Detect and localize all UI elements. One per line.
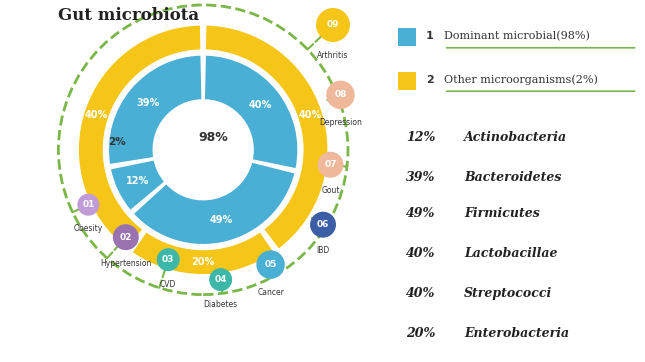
Text: 2%: 2% bbox=[108, 137, 126, 147]
Text: 09: 09 bbox=[327, 21, 339, 29]
FancyBboxPatch shape bbox=[399, 28, 416, 46]
Text: Lactobacillae: Lactobacillae bbox=[464, 247, 557, 260]
Wedge shape bbox=[110, 160, 165, 211]
Text: 1: 1 bbox=[426, 31, 434, 41]
Text: 20%: 20% bbox=[192, 257, 215, 267]
Text: IBD: IBD bbox=[317, 247, 330, 256]
Text: 2: 2 bbox=[426, 75, 434, 85]
Circle shape bbox=[209, 268, 232, 291]
Wedge shape bbox=[132, 232, 274, 275]
Text: Gout: Gout bbox=[321, 186, 340, 195]
Text: Enterobacteria: Enterobacteria bbox=[464, 327, 569, 340]
Text: CVD: CVD bbox=[160, 280, 177, 289]
Text: 49%: 49% bbox=[406, 207, 435, 220]
Circle shape bbox=[157, 248, 180, 271]
Text: Hypertension: Hypertension bbox=[100, 259, 152, 268]
Circle shape bbox=[113, 224, 139, 250]
Text: 02: 02 bbox=[119, 233, 132, 242]
Text: Cancer: Cancer bbox=[257, 287, 284, 296]
Text: 39%: 39% bbox=[406, 171, 435, 184]
Text: 07: 07 bbox=[324, 160, 337, 169]
Circle shape bbox=[317, 152, 344, 178]
Circle shape bbox=[326, 81, 355, 109]
Wedge shape bbox=[108, 55, 202, 165]
Text: Actinobacteria: Actinobacteria bbox=[464, 131, 567, 144]
Text: Firmicutes: Firmicutes bbox=[464, 207, 540, 220]
Text: 98%: 98% bbox=[198, 131, 228, 144]
Text: Arthritis: Arthritis bbox=[317, 51, 349, 60]
Text: 03: 03 bbox=[162, 255, 174, 264]
Text: 20%: 20% bbox=[406, 327, 435, 340]
Text: 40%: 40% bbox=[84, 110, 108, 120]
Circle shape bbox=[256, 251, 285, 279]
Text: 40%: 40% bbox=[299, 110, 322, 120]
Wedge shape bbox=[204, 55, 298, 169]
Text: Dominant microbial(98%): Dominant microbial(98%) bbox=[444, 31, 590, 41]
Text: 40%: 40% bbox=[406, 247, 435, 260]
Wedge shape bbox=[133, 162, 295, 245]
Wedge shape bbox=[78, 25, 201, 249]
Text: Streptococci: Streptococci bbox=[464, 287, 552, 300]
Text: 40%: 40% bbox=[406, 287, 435, 300]
Text: Obesity: Obesity bbox=[74, 224, 103, 233]
Text: 08: 08 bbox=[334, 90, 346, 99]
Wedge shape bbox=[205, 25, 328, 249]
Text: Depression: Depression bbox=[319, 118, 362, 127]
Circle shape bbox=[310, 212, 336, 238]
Text: 49%: 49% bbox=[209, 215, 232, 225]
Text: 12%: 12% bbox=[126, 176, 150, 186]
Text: Bacteroidetes: Bacteroidetes bbox=[464, 171, 561, 184]
Text: 01: 01 bbox=[82, 200, 95, 209]
Text: 04: 04 bbox=[214, 275, 227, 284]
Text: Diabetes: Diabetes bbox=[204, 300, 238, 309]
Text: 12%: 12% bbox=[406, 131, 435, 144]
Text: 40%: 40% bbox=[248, 100, 272, 110]
Circle shape bbox=[316, 8, 350, 42]
FancyBboxPatch shape bbox=[399, 72, 416, 90]
Circle shape bbox=[77, 194, 99, 216]
Text: 39%: 39% bbox=[136, 98, 159, 108]
Text: Other microorganisms(2%): Other microorganisms(2%) bbox=[444, 74, 598, 85]
Text: 06: 06 bbox=[317, 220, 329, 229]
Text: Gut microbiota: Gut microbiota bbox=[57, 8, 199, 25]
Text: 05: 05 bbox=[264, 260, 277, 269]
